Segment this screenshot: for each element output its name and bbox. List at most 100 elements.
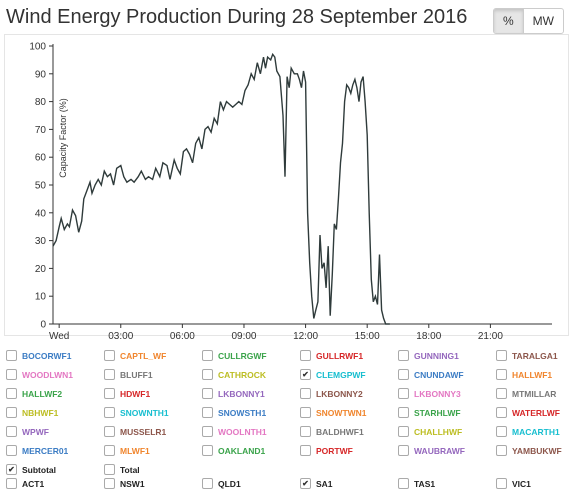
legend-item-mtmillar[interactable]: MTMILLAR — [496, 388, 556, 399]
legend-item-gunning1[interactable]: GUNNING1 — [398, 350, 459, 361]
legend-item-taralga1[interactable]: TARALGA1 — [496, 350, 558, 361]
checkbox-icon[interactable] — [398, 445, 409, 456]
region-sa1[interactable]: ✔ SA1 — [300, 478, 333, 489]
checkbox-icon[interactable] — [398, 369, 409, 380]
legend-label: WATERLWF — [512, 407, 560, 418]
region-tas1[interactable]: TAS1 — [398, 478, 435, 489]
legend-item-lkbonny1[interactable]: LKBONNY1 — [202, 388, 265, 399]
checked-checkbox-icon[interactable]: ✔ — [300, 478, 311, 489]
checkbox-icon[interactable] — [6, 445, 17, 456]
region-act1[interactable]: ACT1 — [6, 478, 44, 489]
legend-label: HALLWF2 — [22, 388, 63, 399]
checkbox-icon[interactable] — [104, 369, 115, 380]
checkbox-icon[interactable] — [300, 407, 311, 418]
checkbox-icon[interactable] — [6, 426, 17, 437]
checkbox-icon[interactable] — [496, 350, 507, 361]
legend-label: HDWF1 — [120, 388, 151, 399]
legend-item-cathrock[interactable]: CATHROCK — [202, 369, 266, 380]
checkbox-icon[interactable] — [496, 388, 507, 399]
legend-item-bocorwf1[interactable]: BOCORWF1 — [6, 350, 71, 361]
legend-item-lkbonny3[interactable]: LKBONNY3 — [398, 388, 461, 399]
checkbox-icon[interactable] — [300, 445, 311, 456]
legend-item-gullrwf1[interactable]: GULLRWF1 — [300, 350, 363, 361]
legend-item-challhwf[interactable]: CHALLHWF — [398, 426, 462, 437]
checkbox-icon[interactable] — [202, 369, 213, 380]
legend-item-snowtwn1[interactable]: SNOWTWN1 — [300, 407, 367, 418]
checkbox-icon[interactable] — [300, 350, 311, 361]
legend-label: CNUNDAWF — [414, 369, 464, 380]
checkbox-icon[interactable] — [496, 426, 507, 437]
legend-item-yambukwf[interactable]: YAMBUKWF — [496, 445, 562, 456]
legend-item-captl-wf[interactable]: CAPTL_WF — [104, 350, 166, 361]
checkbox-icon[interactable] — [496, 369, 507, 380]
legend-item-portwf[interactable]: PORTWF — [300, 445, 353, 456]
region-vic1[interactable]: VIC1 — [496, 478, 531, 489]
checkbox-icon[interactable] — [398, 478, 409, 489]
checkbox-icon[interactable] — [398, 407, 409, 418]
y-tick-label: 50 — [35, 181, 47, 192]
legend-item-lkbonny2[interactable]: LKBONNY2 — [300, 388, 363, 399]
mw-button[interactable]: MW — [532, 14, 554, 28]
checkbox-icon[interactable] — [202, 388, 213, 399]
legend-item-snowsth1[interactable]: SNOWSTH1 — [202, 407, 266, 418]
legend-item-woolnth1[interactable]: WOOLNTH1 — [202, 426, 267, 437]
checkbox-icon[interactable] — [6, 350, 17, 361]
checked-checkbox-icon[interactable]: ✔ — [300, 369, 311, 380]
checkbox-icon[interactable] — [104, 445, 115, 456]
legend-item-bluff1[interactable]: BLUFF1 — [104, 369, 153, 380]
checkbox-icon[interactable] — [6, 407, 17, 418]
region-nsw1[interactable]: NSW1 — [104, 478, 145, 489]
checkbox-icon[interactable] — [398, 388, 409, 399]
checkbox-icon[interactable] — [104, 407, 115, 418]
legend-item-clemgpwf[interactable]: ✔ CLEMGPWF — [300, 369, 366, 380]
region-filter: ACT1 NSW1 QLD1 ✔ SA1 TAS1 VIC1 — [6, 478, 566, 494]
legend-item-wpwf[interactable]: WPWF — [6, 426, 49, 437]
legend-label: Total — [120, 464, 140, 475]
legend-item-snownth1[interactable]: SNOWNTH1 — [104, 407, 169, 418]
legend-item-total[interactable]: Total — [104, 464, 140, 475]
checkbox-icon[interactable] — [496, 445, 507, 456]
checkbox-icon[interactable] — [202, 350, 213, 361]
legend-item-waubrawf[interactable]: WAUBRAWF — [398, 445, 465, 456]
legend-item-hallwf2[interactable]: HALLWF2 — [6, 388, 62, 399]
checkbox-icon[interactable] — [300, 426, 311, 437]
legend-item-mercer01[interactable]: MERCER01 — [6, 445, 68, 456]
checkbox-icon[interactable] — [202, 445, 213, 456]
legend-item-macarth1[interactable]: MACARTH1 — [496, 426, 560, 437]
checkbox-icon[interactable] — [104, 464, 115, 475]
region-qld1[interactable]: QLD1 — [202, 478, 241, 489]
legend-item-baldhwf1[interactable]: BALDHWF1 — [300, 426, 364, 437]
checkbox-icon[interactable] — [202, 426, 213, 437]
checkbox-icon[interactable] — [300, 388, 311, 399]
unit-toggle[interactable]: % MW — [493, 8, 564, 34]
percent-button[interactable]: % — [494, 9, 524, 33]
checkbox-icon[interactable] — [398, 426, 409, 437]
checkbox-icon[interactable] — [202, 478, 213, 489]
checkbox-icon[interactable] — [202, 407, 213, 418]
legend-item-waterlwf[interactable]: WATERLWF — [496, 407, 560, 418]
checkbox-icon[interactable] — [104, 426, 115, 437]
legend-item-oakland1[interactable]: OAKLAND1 — [202, 445, 265, 456]
checked-checkbox-icon[interactable]: ✔ — [6, 464, 17, 475]
checkbox-icon[interactable] — [104, 478, 115, 489]
legend-item-nbhwf1[interactable]: NBHWF1 — [6, 407, 58, 418]
legend-item-woodlwn1[interactable]: WOODLWN1 — [6, 369, 73, 380]
legend-item-cullrgwf[interactable]: CULLRGWF — [202, 350, 267, 361]
legend-item-starhlwf[interactable]: STARHLWF — [398, 407, 461, 418]
x-tick-label: 09:00 — [231, 331, 256, 342]
legend-item-hallwf1[interactable]: HALLWF1 — [496, 369, 552, 380]
legend-label: CLEMGPWF — [316, 369, 366, 380]
checkbox-icon[interactable] — [6, 369, 17, 380]
legend-item-musselr1[interactable]: MUSSELR1 — [104, 426, 166, 437]
checkbox-icon[interactable] — [104, 388, 115, 399]
checkbox-icon[interactable] — [496, 478, 507, 489]
legend-item-subtotal[interactable]: ✔ Subtotal — [6, 464, 56, 475]
legend-item-cnundawf[interactable]: CNUNDAWF — [398, 369, 464, 380]
legend-item-hdwf1[interactable]: HDWF1 — [104, 388, 150, 399]
checkbox-icon[interactable] — [6, 478, 17, 489]
checkbox-icon[interactable] — [496, 407, 507, 418]
checkbox-icon[interactable] — [6, 388, 17, 399]
checkbox-icon[interactable] — [398, 350, 409, 361]
legend-item-mlwf1[interactable]: MLWF1 — [104, 445, 150, 456]
checkbox-icon[interactable] — [104, 350, 115, 361]
